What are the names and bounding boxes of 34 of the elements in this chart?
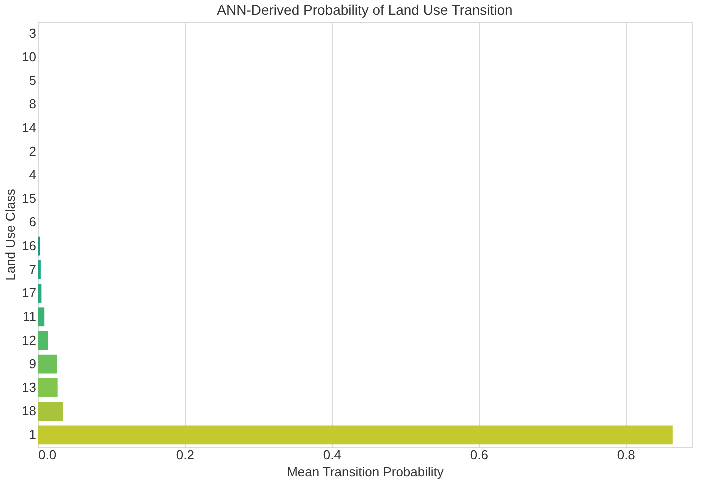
y-tick-label: 3: [29, 26, 36, 41]
y-tick-label: 11: [23, 309, 36, 324]
y-tick-label: 9: [29, 356, 36, 372]
x-tick-label: 0.6: [470, 448, 488, 462]
bar: [38, 260, 41, 280]
x-tick-label: 0.0: [38, 448, 57, 462]
y-tick-label: 2: [29, 144, 36, 159]
y-tick-label: 14: [22, 120, 36, 136]
y-tick-label: 4: [29, 167, 36, 182]
x-axis-title: Mean Transition Probability: [287, 464, 444, 480]
bar: [38, 402, 63, 422]
chart-title: ANN-Derived Probability of Land Use Transition: [217, 2, 513, 18]
bar: [38, 354, 58, 374]
x-tick-label: 0.4: [323, 448, 342, 462]
x-tick-label: 0.2: [176, 448, 195, 462]
bar: [38, 331, 48, 350]
y-tick-label: 15: [22, 191, 36, 206]
y-tick-label: 7: [29, 262, 36, 277]
y-tick-label: 5: [29, 73, 36, 88]
y-tick-label: 16: [22, 238, 36, 254]
y-tick-label: 12: [22, 332, 36, 348]
x-tick-label: 0.8: [617, 448, 636, 462]
bar: [38, 284, 42, 303]
y-tick-label: 1: [29, 427, 36, 442]
y-tick-label: 18: [22, 404, 36, 419]
y-tick-label: 8: [29, 96, 36, 112]
bar: [38, 426, 673, 445]
bar: [38, 308, 45, 327]
y-tick-label: 6: [29, 214, 36, 230]
y-axis-title: Land Use Class: [3, 188, 18, 281]
y-tick-label: 10: [22, 49, 36, 64]
y-tick-label: 13: [22, 380, 36, 395]
bar: [38, 378, 58, 398]
y-tick-label: 17: [22, 286, 36, 301]
